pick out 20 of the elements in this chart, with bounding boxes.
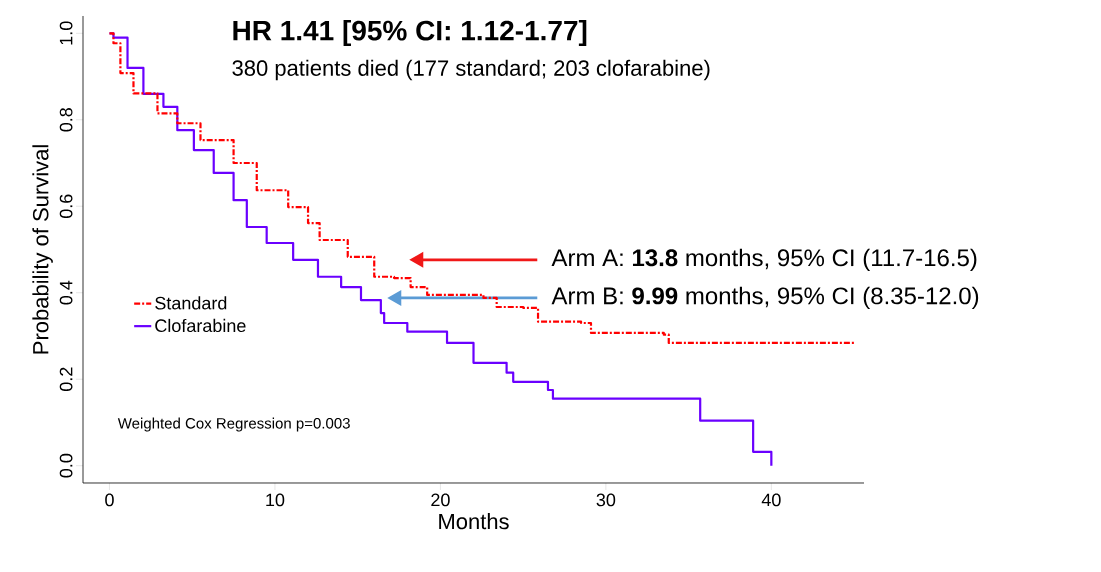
- x-tick-label: 10: [266, 493, 285, 507]
- y-tick-label: 0.2: [59, 367, 73, 392]
- x-tick-label: 40: [761, 493, 781, 507]
- y-tick-label: 0.8: [59, 108, 73, 132]
- annotation: Arm B: 9.99 months, 95% CI (8.35-12.0): [551, 286, 979, 310]
- x-tick-label: 0: [105, 493, 114, 507]
- legend-label: Clofarabine: [155, 318, 246, 333]
- x-tick-label: 30: [596, 493, 616, 507]
- chart-title: HR 1.41 [95% CI: 1.12-1.77]: [233, 19, 587, 47]
- y-tick-label: 0.0: [59, 453, 73, 478]
- y-tick-label: 0.4: [59, 280, 73, 305]
- x-axis-title: Months: [439, 513, 509, 530]
- y-tick-label: 0.6: [59, 194, 73, 219]
- text: 380 patients died (177 standard; 203 clofarabine): [232, 59, 710, 81]
- annotation: Arm A: 13.8 months, 95% CI (11.7-16.5): [551, 248, 977, 272]
- legend-label: Standard: [155, 296, 227, 310]
- annotation: Weighted Cox Regression p=0.003: [117, 417, 350, 432]
- x-tick-label: 20: [431, 493, 450, 507]
- y-tick-label: 1.0: [59, 21, 73, 45]
- y-axis-title: Probability of Survival: [32, 145, 53, 354]
